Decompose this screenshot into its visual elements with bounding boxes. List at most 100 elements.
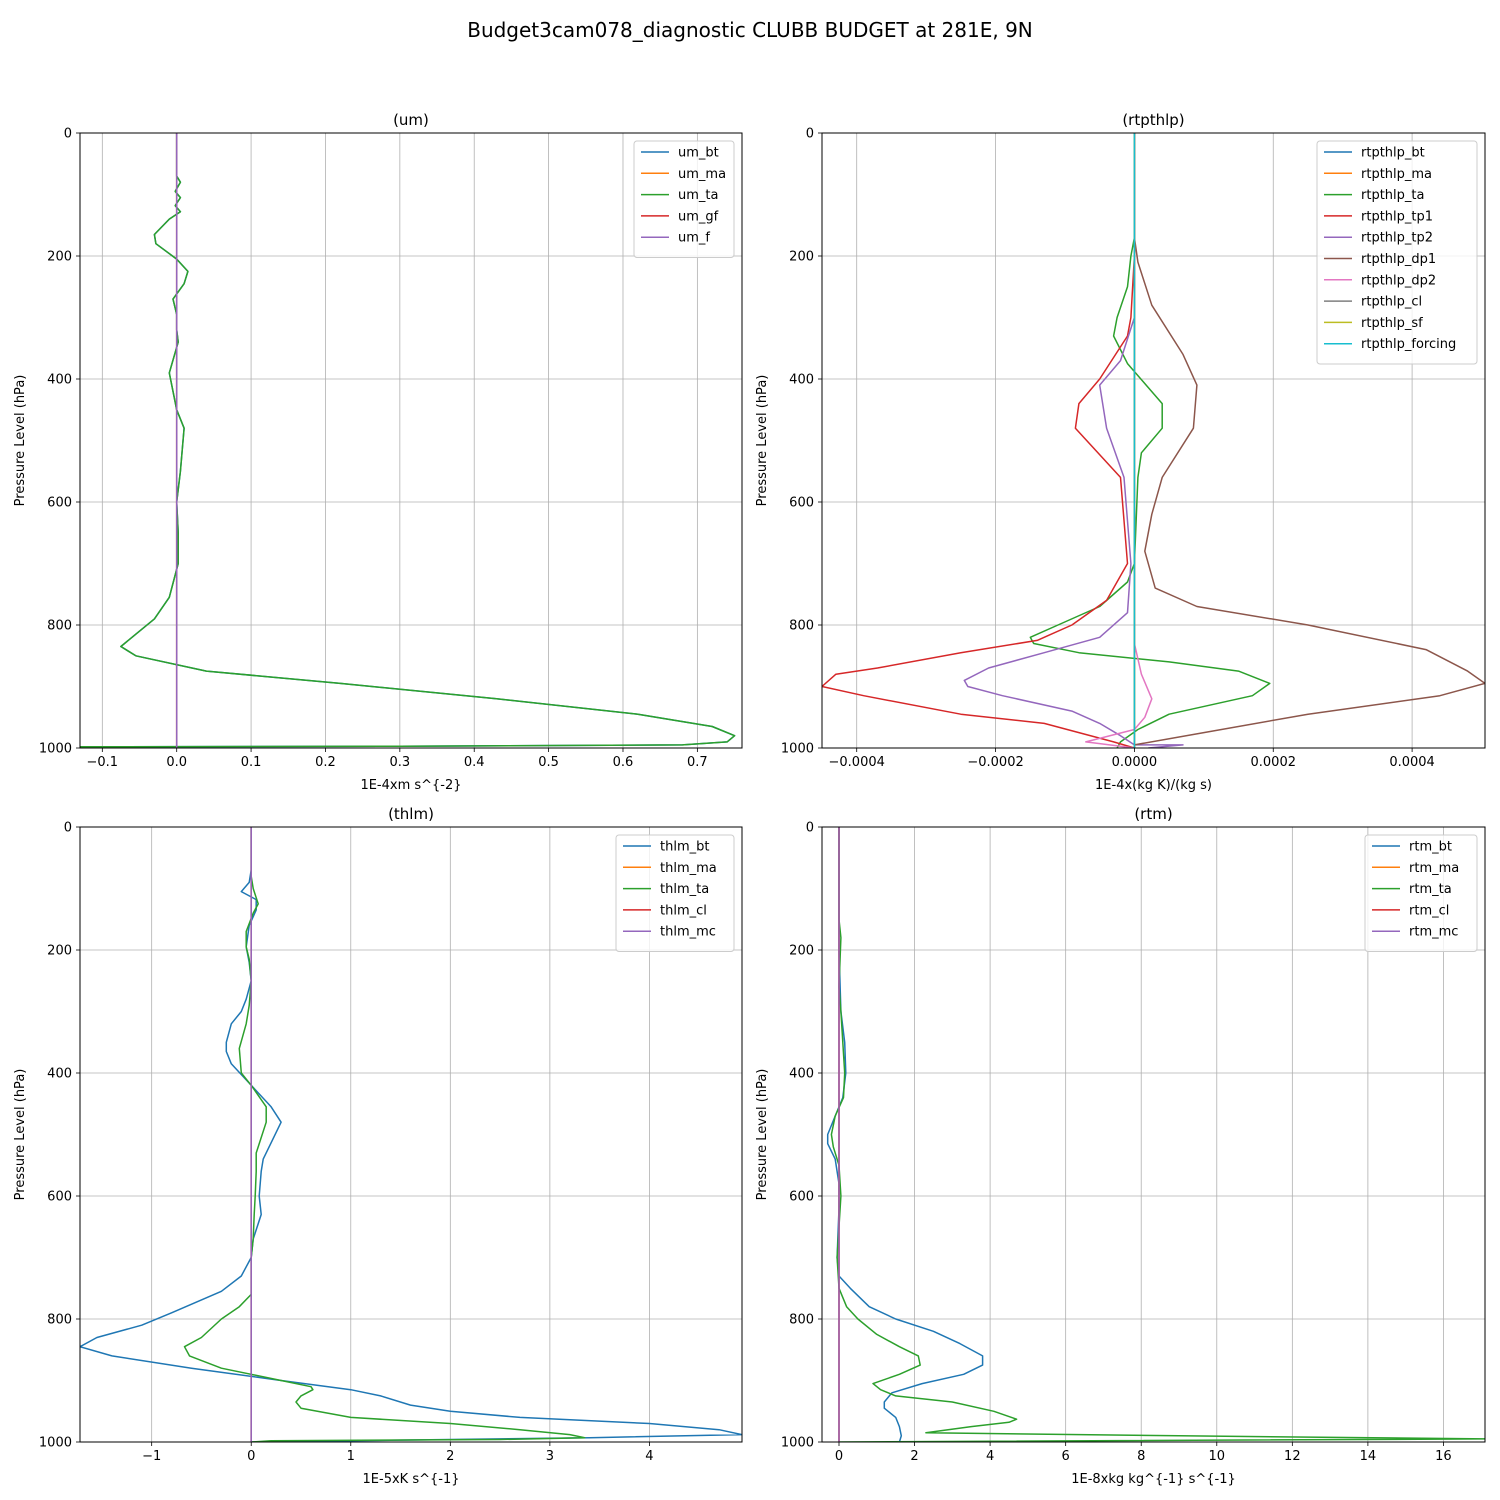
y-tick-label: 200 [47,944,72,959]
legend-label: rtm_ma [1409,861,1459,876]
y-tick-label: 400 [789,373,814,388]
y-tick-label: 800 [789,1313,814,1328]
y-tick-label: 1000 [39,1436,72,1451]
legend-box [1316,140,1478,365]
panel-title: (thlm) [388,805,434,823]
y-tick-label: 600 [789,1190,814,1205]
x-tick-label: 4 [645,1449,653,1464]
x-tick-label: 3 [546,1449,554,1464]
legend-label: rtpthlp_dp1 [1361,252,1436,267]
x-tick-label: 0.5 [538,755,559,770]
legend-label: rtpthlp_ma [1361,167,1432,182]
series-line-rtpthlp_ta [1029,133,1271,748]
y-tick-label: 0 [64,821,72,836]
axes-frame [79,826,743,1443]
x-axis-label: 1E-8xkg kg^{-1} s^{-1} [1071,1472,1236,1487]
y-tick-label: 1000 [781,742,814,757]
x-tick-label: 0.4 [464,755,485,770]
y-tick-label: 200 [47,250,72,265]
chart-panel-4: 0 2 4 6 8 10 12 14 16 0 200 400 600 800 1000 (rtm) 1E-8x… [755,805,1486,1487]
series-line-rtpthlp_tp2 [963,133,1184,748]
x-tick-label: 0.2 [315,755,336,770]
legend-label: thlm_mc [660,925,716,940]
x-tick-label: 0.6 [613,755,634,770]
y-tick-label: 600 [47,1190,72,1205]
series-lines [80,133,736,748]
legend-box [633,140,735,258]
y-tick-label: 200 [789,250,814,265]
legend-label: um_ma [678,167,726,182]
y-axis-label: Pressure Level (hPa) [13,1069,28,1201]
y-tick-label: 600 [789,496,814,511]
x-tick-label: −0.1 [87,755,119,770]
y-tick-label: 400 [47,1067,72,1082]
x-tick-label: 0.1 [241,755,262,770]
y-tick-label: 800 [789,619,814,634]
series-line-rtpthlp_dp1 [1133,133,1485,748]
y-tick-label: 800 [47,1313,72,1328]
x-tick-label: 16 [1435,1449,1452,1464]
legend-label: rtm_ta [1409,882,1452,897]
chart-panel-2: −0.0004 −0.0002 0.0000 0.0002 0.0004 0 200 400 6… [755,111,1486,793]
chart-panel-1: −0.1 0.0 0.1 0.2 0.3 0.4 0.5 0.6 0.7 0 200 400 600 80… [13,111,743,793]
series-lines [80,827,742,1442]
axes-frame [79,132,743,749]
legend-label: rtpthlp_tp1 [1361,209,1433,224]
x-tick-label: −1 [142,1449,161,1464]
axes-frame [821,826,1486,1443]
legend-label: thlm_bt [660,840,709,855]
y-tick-label: 800 [47,619,72,634]
chart-panel-3: −1 0 1 2 3 4 0 200 400 600 800 1000 (thlm) 1E-5xK s^{… [13,805,743,1487]
y-tick-label: 0 [806,127,814,142]
y-tick-label: 0 [64,127,72,142]
figure-title: Budget3cam078_diagnostic CLUBB BUDGET at… [467,18,1033,42]
y-axis-label: Pressure Level (hPa) [755,1069,770,1201]
x-tick-label: 0.0 [166,755,187,770]
y-axis-label: Pressure Level (hPa) [13,375,28,507]
x-axis-label: 1E-4xm s^{-2} [360,778,461,793]
panel-title: (rtm) [1134,805,1172,823]
series-lines [826,827,1485,1442]
x-tick-label: 0.7 [687,755,708,770]
legend: rtpthlp_bt rtpthlp_ma rtpthlp_ta rtpthlp_tp… [1316,140,1478,365]
legend-label: rtpthlp_dp2 [1361,273,1436,288]
legend-label: rtpthlp_cl [1361,295,1422,310]
legend-label: rtpthlp_bt [1361,146,1425,161]
y-tick-label: 600 [47,496,72,511]
legend: rtm_bt rtm_ma rtm_ta rtm_cl rtm_mc [1364,834,1478,952]
legend-label: rtm_mc [1409,925,1458,940]
x-tick-label: 0.0000 [1112,755,1158,770]
panels: −0.1 0.0 0.1 0.2 0.3 0.4 0.5 0.6 0.7020040060080… [13,111,1486,1487]
legend-label: thlm_ma [660,861,717,876]
legend-label: thlm_ta [660,882,709,897]
x-tick-label: 0.0002 [1251,755,1297,770]
legend-label: um_ta [678,188,718,203]
legend: um_bt um_ma um_ta um_gf um_f [633,140,735,258]
legend-label: um_bt [678,146,719,161]
y-tick-label: 1000 [781,1436,814,1451]
panel-title: (um) [393,111,429,129]
x-axis-label: 1E-5xK s^{-1} [363,1472,460,1487]
legend-label: rtpthlp_sf [1361,316,1423,331]
x-tick-label: 2 [446,1449,454,1464]
x-tick-label: 0 [247,1449,255,1464]
x-tick-label: 0.0004 [1389,755,1435,770]
y-tick-label: 400 [47,373,72,388]
x-tick-label: −0.0002 [967,755,1023,770]
x-tick-label: −0.0004 [829,755,885,770]
x-tick-label: 14 [1360,1449,1377,1464]
y-axis-label: Pressure Level (hPa) [755,375,770,507]
x-tick-label: 10 [1209,1449,1226,1464]
x-axis-label: 1E-4x(kg K)/(kg s) [1095,778,1212,793]
series-line-thlm_ta [183,827,586,1442]
legend-label: rtm_cl [1409,903,1449,918]
legend-label: um_gf [678,209,719,224]
x-tick-label: 0 [835,1449,843,1464]
x-tick-label: 4 [986,1449,994,1464]
legend-label: um_f [678,231,710,246]
legend-label: rtm_bt [1409,840,1452,855]
x-tick-label: 12 [1284,1449,1301,1464]
series-line-rtpthlp_tp1 [822,133,1136,748]
grid [80,132,742,749]
